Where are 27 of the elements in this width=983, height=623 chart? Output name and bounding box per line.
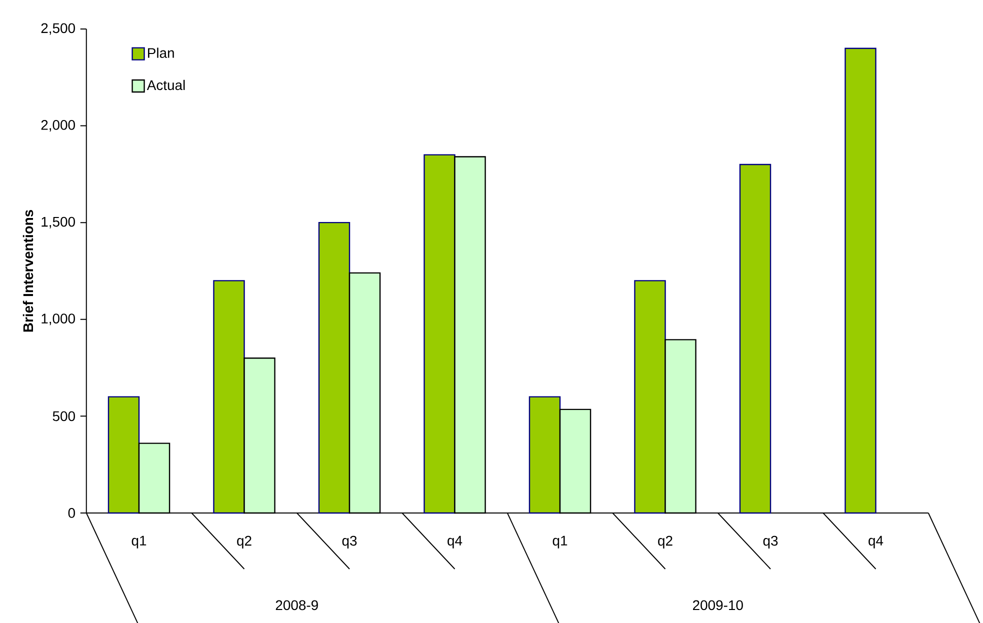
bar: [318, 222, 350, 514]
x-tick-label: q4: [448, 536, 462, 548]
text: 2008-9: [276, 600, 318, 610]
bar: [424, 154, 456, 514]
legend-label: Actual: [146, 80, 185, 90]
x-tick-label: q1: [552, 536, 568, 548]
bar: [528, 396, 561, 514]
y-tick-label: 500: [52, 411, 75, 422]
bar: [634, 280, 666, 514]
y-tick-label: 2,500: [41, 23, 75, 35]
y-tick-label: 2,000: [41, 120, 75, 132]
x-tick-label: q3: [342, 536, 357, 548]
legend-label: Plan: [148, 48, 174, 58]
x-tick-label: q2: [237, 536, 252, 548]
y-tick-label: 1,000: [42, 314, 75, 326]
x-tick-label: q2: [658, 536, 672, 548]
bar: [844, 48, 876, 514]
x-tick-label: q3: [763, 536, 778, 548]
y-tick-label: 1,500: [42, 216, 75, 228]
bar: [213, 280, 245, 514]
y-axis-title: Brief Interventions: [22, 210, 34, 332]
text: 2009-10: [692, 600, 743, 610]
bar: [108, 396, 140, 514]
x-tick-label: q1: [132, 536, 146, 548]
y-tick-label: 0: [68, 508, 75, 518]
bar: [739, 164, 772, 514]
x-tick-label: q4: [868, 536, 884, 548]
